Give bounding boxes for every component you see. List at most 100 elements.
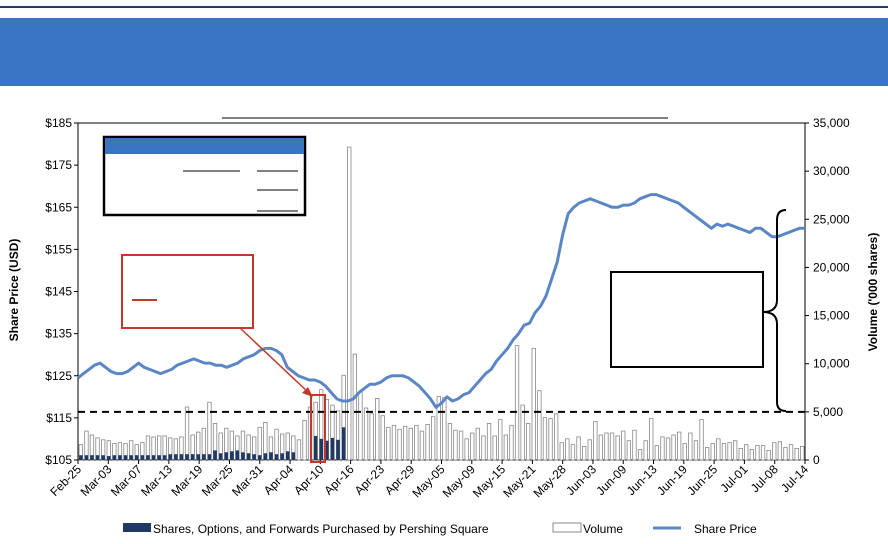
volume-bar	[615, 435, 620, 461]
purchase-bar	[274, 454, 279, 460]
purchase-bar	[202, 454, 206, 460]
volume-bar	[671, 434, 676, 461]
purchase-bar	[241, 452, 245, 460]
legend-label-volume: Volume	[583, 522, 623, 536]
volume-bar	[760, 445, 766, 461]
y-right-tick-label: 35,000	[813, 116, 850, 130]
volume-bar	[257, 426, 262, 461]
x-tick-label: May-28	[531, 462, 569, 500]
y-right-tick-label: 20,000	[813, 260, 850, 274]
top-rule	[0, 6, 888, 8]
x-tick-label: Jul-08	[748, 462, 781, 495]
volume-bar	[699, 419, 704, 461]
y-right-tick-label: 30,000	[813, 164, 850, 178]
purchase-bar	[79, 455, 83, 460]
purchase-bar	[140, 455, 145, 460]
volume-bar	[475, 427, 481, 461]
volume-bar	[458, 430, 464, 461]
purchase-bar	[151, 455, 156, 460]
x-tick-label: Jun-13	[624, 462, 660, 498]
volume-bar	[576, 436, 581, 461]
purchase-bar	[185, 454, 189, 460]
purchase-bar	[95, 455, 100, 460]
volume-bar	[749, 448, 754, 461]
volume-bar	[800, 446, 805, 461]
y-left-ticks: $105 $115 $125 $135 $145 $155 $165 $175 $185	[45, 116, 78, 467]
volume-bar	[554, 413, 559, 461]
volume-bar	[397, 428, 402, 461]
volume-bar	[369, 413, 374, 461]
brace-icon	[762, 209, 787, 412]
volume-bar	[660, 436, 665, 461]
purchase-bar	[84, 455, 89, 460]
volume-bar	[682, 443, 687, 461]
red-highlight-box	[310, 394, 326, 463]
volume-bar	[637, 448, 643, 461]
volume-bar	[788, 444, 794, 461]
volume-bar	[705, 447, 710, 461]
volume-bar	[520, 404, 525, 461]
purchase-bar	[101, 455, 105, 460]
purchase-bar	[252, 454, 256, 460]
purchase-bar	[325, 440, 329, 460]
purchase-bar	[168, 454, 172, 460]
volume-bar	[677, 431, 682, 461]
volume-bar	[447, 422, 453, 461]
right-callout-box	[610, 271, 764, 368]
purchase-bar	[123, 455, 128, 460]
volume-bar	[408, 427, 413, 461]
y-left-tick-label: $155	[45, 242, 72, 256]
volume-bar	[537, 390, 542, 461]
y-right-tick-label: 10,000	[813, 357, 850, 371]
purchase-bar	[313, 435, 318, 460]
x-tick-label: Mar-03	[78, 462, 115, 499]
purchase-bar	[135, 455, 139, 460]
y-right-axis-title: Volume ('000 shares)	[866, 233, 880, 352]
volume-bar	[643, 440, 648, 461]
legend-swatch-purchases	[123, 523, 151, 532]
y-right-tick-label: 5,000	[813, 405, 843, 419]
x-tick-label: Jul-14	[778, 462, 811, 495]
purchase-bar	[162, 455, 167, 460]
volume-bar	[442, 396, 447, 461]
y-left-tick-label: $125	[45, 369, 72, 383]
y-left-tick-label: $135	[45, 327, 72, 341]
y-right-tick-label: 25,000	[813, 212, 850, 226]
purchase-bar	[258, 455, 262, 460]
volume-bar	[598, 434, 603, 461]
y-left-tick-label: $185	[45, 116, 72, 130]
volume-bar	[755, 445, 760, 461]
volume-bar	[794, 447, 799, 461]
purchase-bar	[207, 454, 212, 460]
x-tick-label: May-05	[409, 462, 447, 500]
volume-bar	[548, 418, 553, 461]
x-ticks: Feb-25Mar-03Mar-07Mar-13Mar-19Mar-25Mar-…	[47, 460, 811, 500]
volume-bar	[509, 424, 514, 461]
volume-bar	[358, 391, 363, 461]
volume-bar	[710, 443, 715, 461]
purchase-bar	[118, 455, 122, 460]
x-tick-label: May-21	[500, 462, 538, 500]
volume-bar	[436, 396, 441, 461]
x-tick-label: Mar-07	[108, 462, 145, 499]
volume-bar	[503, 434, 509, 461]
x-tick-label: Jun-09	[594, 462, 630, 498]
purchase-bar	[90, 455, 94, 460]
volume-bar	[649, 418, 654, 461]
x-tick-label: Jun-03	[563, 462, 599, 498]
volume-bar	[498, 419, 503, 461]
purchase-bar	[235, 450, 240, 460]
legend-label-price: Share Price	[694, 522, 757, 536]
purchase-bar	[246, 453, 251, 460]
y-left-tick-label: $105	[45, 453, 72, 467]
legend-swatch-volume	[552, 522, 582, 533]
volume-bar	[654, 445, 659, 461]
volume-bar	[609, 432, 615, 461]
purchase-bar	[291, 452, 296, 460]
x-tick-label: Feb-25	[47, 462, 84, 499]
purchase-bar	[280, 453, 284, 460]
table-header	[105, 138, 304, 154]
volume-bar	[716, 438, 721, 461]
volume-bar	[744, 444, 749, 461]
volume-bar	[492, 435, 497, 461]
